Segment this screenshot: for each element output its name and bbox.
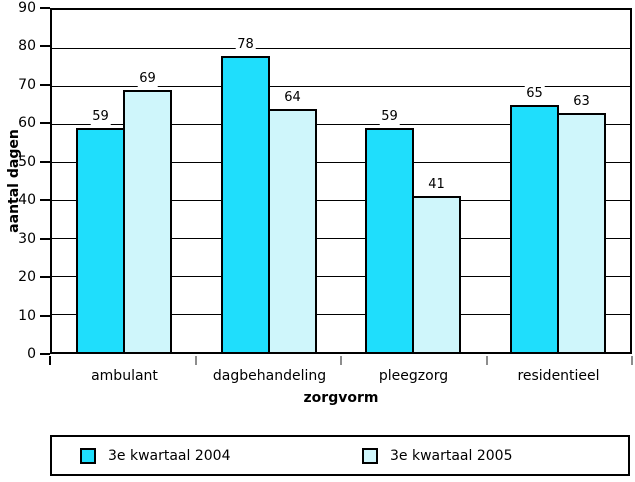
x-axis-tick bbox=[49, 356, 51, 365]
x-axis-category-label: residentieel bbox=[517, 368, 600, 384]
y-axis-tick bbox=[40, 7, 50, 9]
x-axis-tick bbox=[486, 356, 488, 365]
y-axis-tick bbox=[40, 161, 50, 163]
x-axis-category-label: dagbehandeling bbox=[212, 368, 327, 384]
gridline bbox=[52, 200, 630, 201]
gridline bbox=[52, 48, 630, 49]
x-axis-tick bbox=[340, 356, 342, 365]
gridline bbox=[52, 238, 630, 239]
bar-value-label: 63 bbox=[571, 94, 592, 110]
y-axis-tick bbox=[40, 199, 50, 201]
y-axis-tick-label: 50 bbox=[18, 154, 36, 170]
legend-item-2004: 3e kwartaal 2004 bbox=[80, 447, 231, 464]
bar-ambulant-3e-kwartaal-2005 bbox=[123, 90, 172, 352]
bar-ambulant-3e-kwartaal-2004 bbox=[76, 128, 125, 352]
bar-value-label: 59 bbox=[379, 109, 400, 125]
legend-item-2005: 3e kwartaal 2005 bbox=[362, 447, 513, 464]
x-axis: ambulant dagbehandeling pleegzorg residenti… bbox=[0, 354, 635, 414]
y-axis-tick bbox=[40, 353, 50, 355]
gridline bbox=[52, 124, 630, 125]
bar-value-label: 64 bbox=[282, 90, 303, 106]
legend-swatch-2004-icon bbox=[80, 447, 96, 464]
bar-pleegzorg-3e-kwartaal-2004 bbox=[365, 128, 414, 352]
x-axis-category-label: ambulant bbox=[91, 368, 158, 384]
x-axis-tick bbox=[631, 356, 633, 365]
legend: 3e kwartaal 2004 3e kwartaal 2005 bbox=[50, 435, 630, 476]
gridline bbox=[52, 314, 630, 315]
x-axis-title: zorgvorm bbox=[303, 390, 379, 406]
y-axis-tick-label: 90 bbox=[18, 0, 36, 16]
y-axis-tick-label: 20 bbox=[18, 269, 36, 285]
y-axis-tick bbox=[40, 238, 50, 240]
y-axis-tick bbox=[40, 315, 50, 317]
y-axis-tick-label: 10 bbox=[18, 308, 36, 324]
bar-value-label: 69 bbox=[137, 71, 158, 87]
legend-label-2004: 3e kwartaal 2004 bbox=[108, 447, 231, 464]
bar-value-label: 41 bbox=[426, 177, 447, 193]
legend-label-2005: 3e kwartaal 2005 bbox=[390, 447, 513, 464]
y-axis-tick-label: 80 bbox=[18, 38, 36, 54]
plot-area: 59 69 78 64 59 41 65 63 bbox=[50, 8, 632, 354]
legend-swatch-2005-icon bbox=[362, 447, 378, 464]
bar-value-label: 65 bbox=[524, 86, 545, 102]
y-axis-tick bbox=[40, 84, 50, 86]
gridline bbox=[52, 86, 630, 87]
gridline bbox=[52, 162, 630, 163]
y-axis-tick-label: 40 bbox=[18, 192, 36, 208]
y-axis-tick-label: 30 bbox=[18, 231, 36, 247]
bar-residentieel-3e-kwartaal-2005 bbox=[557, 113, 606, 352]
bar-residentieel-3e-kwartaal-2004 bbox=[510, 105, 559, 352]
y-axis-tick-label: 0 bbox=[27, 346, 36, 362]
y-axis-tick-label: 70 bbox=[18, 77, 36, 93]
bar-dagbehandeling-3e-kwartaal-2004 bbox=[221, 56, 270, 352]
bar-dagbehandeling-3e-kwartaal-2005 bbox=[268, 109, 317, 352]
y-axis-tick bbox=[40, 276, 50, 278]
gridline bbox=[52, 276, 630, 277]
x-axis-tick bbox=[195, 356, 197, 365]
y-axis-tick bbox=[40, 122, 50, 124]
y-axis-tick bbox=[40, 45, 50, 47]
bar-value-label: 59 bbox=[90, 109, 111, 125]
bar-value-label: 78 bbox=[235, 37, 256, 53]
bar-pleegzorg-3e-kwartaal-2005 bbox=[412, 196, 461, 352]
y-axis-title: aantal dagen bbox=[6, 129, 22, 233]
x-axis-category-label: pleegzorg bbox=[378, 368, 449, 384]
y-axis-tick-label: 60 bbox=[18, 115, 36, 131]
